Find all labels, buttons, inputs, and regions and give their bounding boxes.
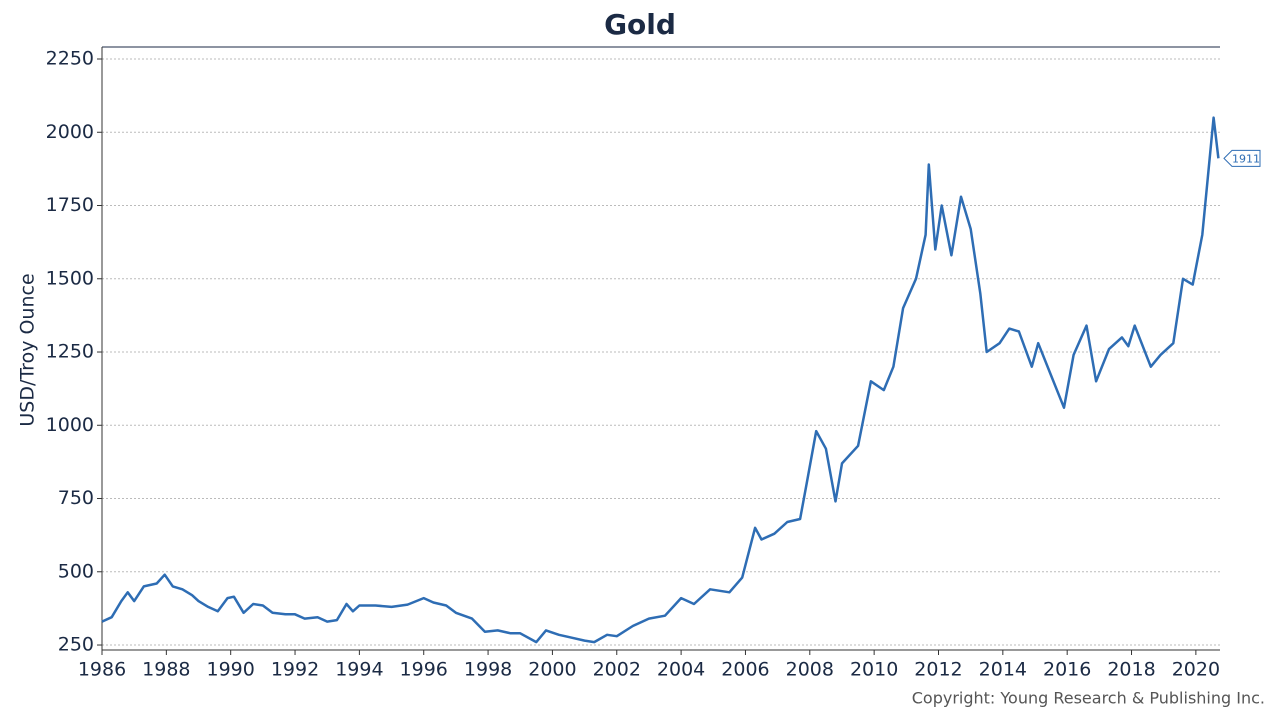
copyright: Copyright: Young Research & Publishing I…	[912, 689, 1265, 708]
y-axis-label: USD/Troy Ounce	[17, 273, 39, 426]
x-tick-label: 1994	[335, 659, 383, 681]
x-tick-label: 2020	[1172, 659, 1220, 681]
y-tick-label: 250	[58, 634, 94, 656]
x-tick-label: 2006	[721, 659, 769, 681]
x-tick-label: 2014	[979, 659, 1027, 681]
y-tick-label: 1250	[46, 341, 94, 363]
y-tick-label: 1000	[46, 414, 94, 436]
x-tick-label: 1990	[207, 659, 255, 681]
x-tick-label: 2010	[850, 659, 898, 681]
x-tick-label: 2004	[657, 659, 705, 681]
y-tick-label: 1750	[46, 194, 94, 216]
y-tick-label: 2000	[46, 121, 94, 143]
x-tick-label: 2018	[1107, 659, 1155, 681]
y-tick-label: 1500	[46, 267, 94, 289]
x-tick-label: 1996	[400, 659, 448, 681]
price-line	[101, 116, 1220, 644]
x-tick-label: 1988	[142, 659, 190, 681]
last-value-tag	[1223, 149, 1261, 167]
x-tick-label: 2016	[1043, 659, 1091, 681]
x-tick-label: 1992	[271, 659, 319, 681]
x-tick-label: 1998	[464, 659, 512, 681]
y-tick-label: 500	[58, 560, 94, 582]
x-tick-label: 2008	[786, 659, 834, 681]
y-tick-label: 2250	[46, 48, 94, 70]
x-tick-label: 2002	[593, 659, 641, 681]
y-tick-label: 750	[58, 487, 94, 509]
x-tick-label: 2012	[914, 659, 962, 681]
last-value-label: 1911	[1232, 152, 1260, 165]
x-tick-label: 1986	[78, 659, 126, 681]
chart-title: Gold	[604, 8, 676, 41]
x-tick-label: 2000	[528, 659, 576, 681]
